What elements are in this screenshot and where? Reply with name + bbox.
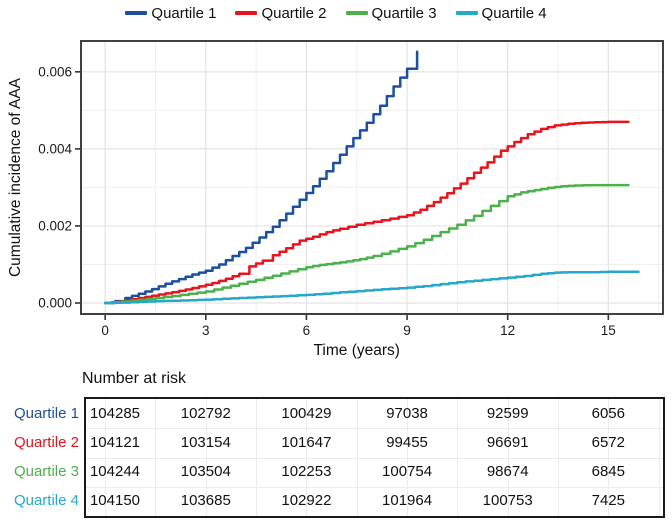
y-tick-label: 0.004 <box>38 141 72 156</box>
x-tick-label: 12 <box>500 323 515 338</box>
risk-value: 103154 <box>180 433 231 451</box>
risk-value: 102792 <box>180 404 231 422</box>
risk-row-label-quartile-2: Quartile 2 <box>13 433 79 451</box>
risk-value: 104121 <box>89 433 141 451</box>
legend-item-quartile-1: Quartile 1 <box>125 5 216 22</box>
risk-value: 99455 <box>386 433 428 451</box>
risk-value: 104244 <box>89 463 141 481</box>
risk-value: 6056 <box>591 404 625 422</box>
risk-value: 102922 <box>281 492 332 510</box>
risk-value: 92599 <box>486 404 529 422</box>
risk-row-label-quartile-4: Quartile 4 <box>13 492 79 510</box>
risk-table-gridline-h <box>86 428 663 430</box>
legend-line-swatch-quartile-2 <box>235 11 258 15</box>
risk-table-panel <box>84 397 665 518</box>
y-axis-title: Cumulative incidence of AAA <box>7 77 24 277</box>
risk-value: 102253 <box>281 463 332 481</box>
risk-value: 103504 <box>180 463 231 481</box>
risk-value: 100429 <box>281 404 332 422</box>
series-line-quartile-4 <box>103 270 640 305</box>
x-tick-label: 3 <box>202 323 210 338</box>
risk-table-gridline-h <box>86 457 663 459</box>
series-line-quartile-3 <box>103 183 630 305</box>
legend-line-swatch-quartile-1 <box>125 11 148 15</box>
risk-value: 6845 <box>591 463 625 481</box>
plot-panel-border <box>80 40 664 315</box>
axis-ticks-and-labels: 0 3 6 9 12 15 0.000 0.002 0.004 0.006 <box>38 64 616 338</box>
series-lines <box>103 50 640 305</box>
legend-line-swatch-quartile-4 <box>455 11 478 15</box>
risk-value: 100754 <box>382 463 433 481</box>
y-tick-label: 0.000 <box>38 296 72 311</box>
risk-value: 104150 <box>89 492 141 510</box>
legend-line-swatch-quartile-3 <box>345 11 368 15</box>
chart-legend: Quartile 1 Quartile 2 Quartile 3 Quartile 4 <box>0 1 672 25</box>
x-axis-title: Time (years) <box>314 342 400 359</box>
risk-value: 101964 <box>382 492 433 510</box>
plot-panel-background <box>81 41 663 314</box>
risk-value: 6572 <box>591 433 625 451</box>
risk-row-label-quartile-3: Quartile 3 <box>13 463 79 481</box>
legend-item-quartile-3: Quartile 3 <box>345 4 437 22</box>
legend-label: Quartile 2 <box>261 4 327 22</box>
risk-value: 96691 <box>486 433 529 451</box>
legend-label: Quartile 4 <box>481 4 547 22</box>
risk-value: 97038 <box>386 404 428 422</box>
cumulative-incidence-plot: 0 3 6 9 12 15 0.000 0.002 0.004 0.006 Time (years)… <box>7 40 664 359</box>
risk-value: 103685 <box>180 492 231 510</box>
risk-row-label-quartile-1: Quartile 1 <box>13 404 79 422</box>
risk-value: 98674 <box>486 463 529 481</box>
risk-value: 101647 <box>281 433 332 451</box>
risk-value: 104285 <box>89 404 141 422</box>
legend-label: Quartile 3 <box>371 4 437 22</box>
y-tick-label: 0.002 <box>38 218 72 233</box>
x-tick-label: 6 <box>303 323 311 338</box>
x-tick-label: 0 <box>101 323 109 338</box>
risk-table-gridline-h <box>86 486 663 488</box>
x-tick-label: 15 <box>601 323 616 338</box>
y-tick-label: 0.006 <box>38 64 72 79</box>
legend-item-quartile-2: Quartile 2 <box>235 4 327 22</box>
series-line-quartile-1 <box>103 50 419 305</box>
risk-value: 100753 <box>482 492 533 510</box>
risk-table-title: Number at risk <box>82 370 187 387</box>
legend-item-quartile-4: Quartile 4 <box>455 4 547 22</box>
series-line-quartile-2 <box>103 120 630 305</box>
risk-value: 7425 <box>591 492 625 510</box>
x-tick-label: 9 <box>403 323 411 338</box>
legend-label: Quartile 1 <box>151 4 217 22</box>
